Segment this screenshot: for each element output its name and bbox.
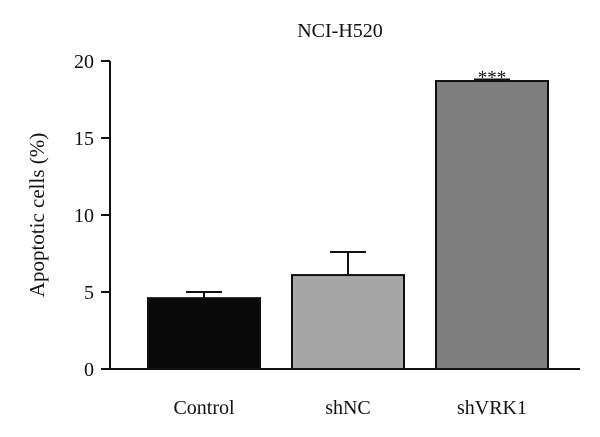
x-tick-label-shvrk1: shVRK1 [457,397,527,419]
significance-marker: *** [478,67,507,88]
y-ticks: 0 5 10 15 20 [74,51,110,381]
bar-shnc [291,274,405,370]
bars [147,80,549,371]
y-axis-label: Apoptotic cells (%) [25,133,49,297]
y-tick-label-5: 5 [84,282,94,304]
x-tick-label-control: Control [173,397,235,419]
y-tick-label-20: 20 [74,51,94,73]
chart-title: NCI-H520 [297,20,383,42]
y-tick-label-15: 15 [74,128,94,150]
significance-annotations: *** [478,67,507,88]
y-tick-label-0: 0 [84,359,94,381]
y-tick-label-10: 10 [74,205,94,227]
x-tick-labels: Control shNC shVRK1 [173,397,527,419]
error-bars [186,78,510,299]
x-tick-label-shnc: shNC [325,397,371,419]
bar-shvrk1 [435,80,549,371]
bar-control [147,297,261,370]
